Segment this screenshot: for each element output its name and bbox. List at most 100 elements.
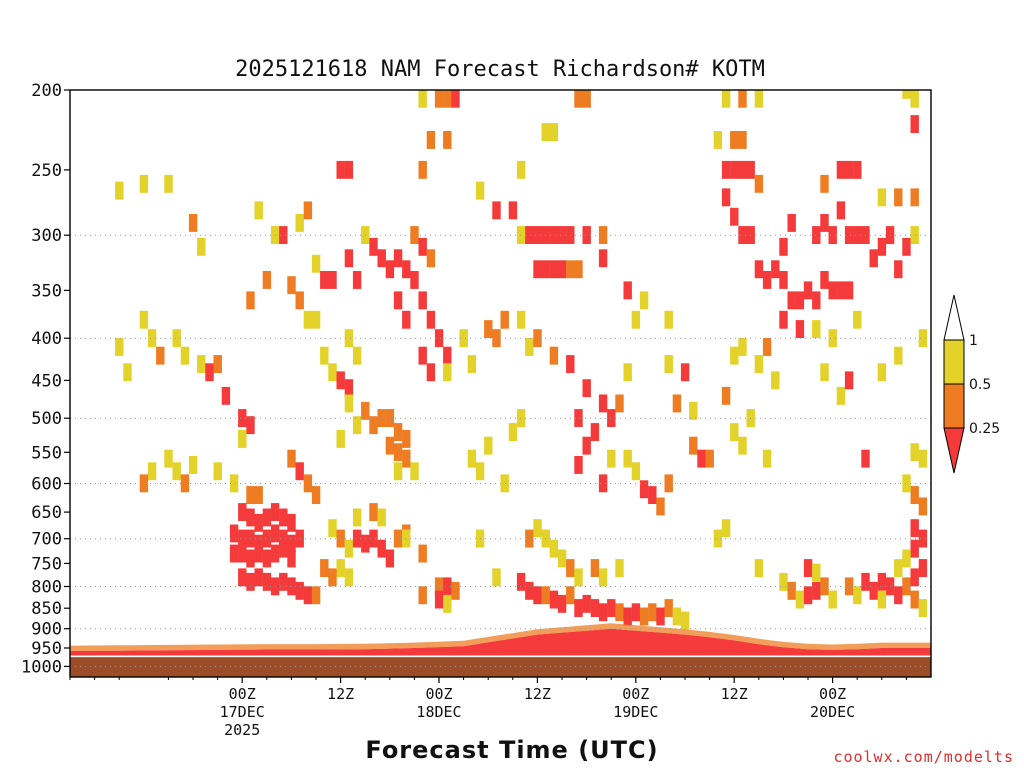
ri-cell: [828, 281, 837, 300]
x-tick-label: 20DEC: [810, 703, 855, 721]
ri-cell: [221, 386, 231, 405]
ri-cell: [525, 226, 534, 244]
ri-cell: [369, 237, 378, 256]
ri-cell: [385, 409, 395, 427]
ri-cell: [574, 260, 583, 279]
ri-cell: [730, 160, 739, 179]
ri-cell: [779, 310, 788, 329]
ri-cell: [910, 443, 919, 462]
y-tick-label: 850: [31, 599, 62, 619]
ri-cell: [336, 430, 345, 448]
ri-cell: [762, 449, 772, 468]
ri-cell: [533, 586, 542, 605]
ri-cell: [607, 409, 616, 427]
ri-cell: [812, 226, 821, 244]
ri-cell: [229, 544, 239, 563]
ri-cell: [541, 260, 550, 279]
ri-cell: [836, 386, 846, 405]
y-tick-label: 300: [31, 226, 62, 246]
ri-cell: [754, 355, 764, 373]
ri-cell: [721, 519, 731, 538]
ri-cell: [344, 160, 354, 179]
ri-cell: [295, 214, 304, 232]
ri-cell: [894, 260, 903, 279]
ri-cell: [533, 329, 542, 348]
ri-cell: [656, 497, 665, 516]
ri-cell: [533, 226, 542, 244]
ri-cell: [844, 577, 854, 596]
ri-cell: [500, 310, 509, 329]
ri-cell: [311, 254, 321, 273]
ri-cell: [861, 572, 870, 591]
x-tick-label: 00Z: [229, 685, 256, 703]
ri-cell: [672, 394, 682, 413]
ri-cell: [393, 423, 403, 441]
ri-cell: [279, 508, 288, 527]
ri-cell: [598, 474, 608, 493]
ri-cell: [910, 590, 919, 609]
ri-cell: [320, 271, 329, 289]
x-tick-label: 12Z: [721, 685, 748, 703]
ri-cell: [557, 226, 567, 244]
ri-cell: [820, 363, 829, 382]
ri-cell: [853, 160, 862, 179]
ri-cell: [738, 90, 747, 108]
y-tick-label: 800: [31, 578, 62, 598]
ri-cell: [147, 329, 157, 348]
ri-cell: [418, 291, 427, 310]
ri-cell: [500, 474, 509, 493]
ri-cell: [787, 581, 796, 600]
ri-cell: [721, 160, 731, 179]
y-tick-label: 200: [31, 81, 62, 101]
ri-cell: [721, 386, 731, 405]
ri-cell: [352, 529, 362, 548]
ri-cell: [902, 549, 911, 568]
ri-cell: [344, 329, 354, 348]
ri-cell: [418, 160, 427, 179]
ri-cell: [910, 226, 919, 244]
ri-cell: [787, 214, 796, 232]
ri-cell: [582, 594, 591, 613]
ri-cell: [336, 160, 345, 179]
ri-cell: [418, 237, 427, 256]
ri-cell: [279, 529, 288, 548]
legend: 1 0.5 0.25: [943, 294, 1000, 474]
ri-cell: [172, 329, 181, 348]
ri-cell: [246, 416, 255, 435]
ri-cell: [853, 586, 862, 605]
legend-label: 0.5: [969, 377, 991, 393]
ri-cell: [295, 291, 304, 310]
ri-cell: [344, 539, 354, 558]
ri-cell: [492, 329, 501, 348]
ri-cell: [213, 355, 222, 373]
ri-cell: [730, 207, 739, 226]
ri-cell: [246, 508, 255, 527]
ri-cell: [918, 529, 928, 548]
ri-cell: [426, 310, 436, 329]
ri-cell: [180, 474, 190, 493]
ri-cell: [410, 462, 419, 481]
y-tick-label: 900: [31, 620, 62, 640]
ri-cell: [590, 599, 600, 617]
ri-cell: [828, 590, 837, 609]
ri-cell: [262, 529, 272, 548]
ri-cell: [402, 430, 411, 448]
stable-layer: [70, 623, 931, 658]
ri-cell: [328, 568, 337, 587]
ri-cell: [656, 607, 665, 626]
ri-cell: [680, 611, 690, 630]
x-tick-label: 00Z: [425, 685, 452, 703]
ri-cell: [902, 237, 911, 256]
ri-cell: [861, 449, 870, 468]
ri-cell: [779, 271, 788, 289]
ri-cell: [812, 320, 821, 338]
ri-cell: [639, 607, 649, 626]
y-tick-label: 450: [31, 371, 62, 391]
ri-cell: [434, 329, 444, 348]
ri-cell: [549, 590, 559, 609]
ri-cell: [361, 401, 370, 420]
ri-cell: [730, 423, 739, 441]
ri-cell: [492, 568, 501, 587]
ri-cell: [295, 581, 304, 600]
ri-cell: [393, 529, 403, 548]
